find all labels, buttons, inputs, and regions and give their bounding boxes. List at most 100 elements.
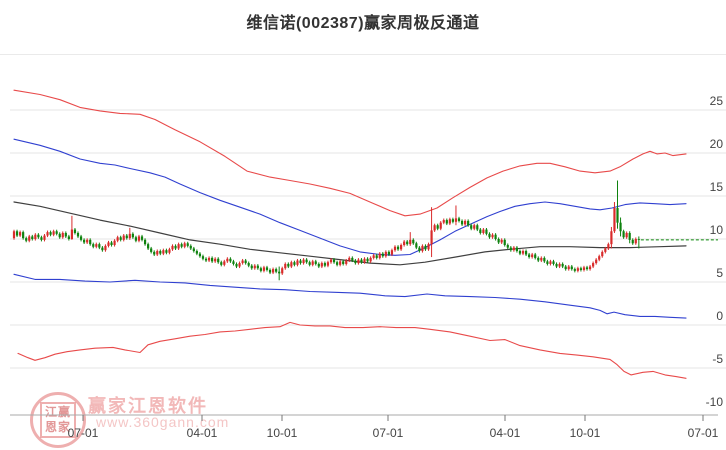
candle-body — [476, 225, 479, 230]
candle-body — [171, 245, 174, 250]
mid-black-line — [13, 201, 687, 266]
candle-body — [576, 268, 579, 271]
candle-body — [40, 237, 43, 240]
candle-body — [354, 260, 357, 264]
candle-body — [335, 262, 339, 265]
candle-body — [256, 265, 259, 269]
candle-body — [543, 257, 546, 262]
candle-body — [406, 241, 409, 245]
candle-body — [518, 251, 522, 254]
candle-body — [52, 231, 55, 235]
y-axis-tick-label: 0 — [716, 309, 723, 323]
candle-body — [150, 248, 153, 252]
candle-body — [567, 266, 570, 270]
candle-body — [509, 247, 512, 251]
candle-body — [31, 236, 34, 239]
candle-body — [67, 236, 70, 239]
candle-body — [570, 266, 573, 270]
candle-body — [393, 246, 397, 251]
candle-body — [43, 235, 46, 240]
candle-body — [491, 234, 494, 238]
candle-body — [607, 244, 610, 249]
lower-red-channel — [17, 321, 687, 379]
candle-body — [616, 208, 619, 223]
x-axis-tick-label: 07-01 — [68, 426, 99, 440]
candle-body — [235, 263, 238, 267]
y-axis-tick-label: 15 — [710, 180, 724, 194]
chart-title: 维信诺(002387)赢家周极反通道 — [246, 15, 480, 32]
candle-body — [460, 220, 464, 225]
candle-body — [564, 266, 567, 270]
candle-body — [598, 256, 601, 260]
candle-body — [110, 242, 113, 246]
candle-body — [76, 232, 80, 237]
candle-body — [418, 247, 421, 252]
candle-body — [83, 239, 86, 243]
candle-body — [64, 232, 67, 237]
candle-body — [515, 247, 519, 252]
candle-body — [470, 225, 473, 229]
candle-body — [281, 268, 284, 274]
candle-body — [15, 231, 19, 236]
candle-body — [357, 259, 360, 264]
candle-body — [104, 245, 107, 251]
candle-body — [534, 254, 537, 258]
candle-body — [634, 239, 637, 244]
candle-body — [628, 232, 631, 240]
candle-body — [55, 231, 58, 234]
candle-body — [214, 258, 217, 262]
candle-body — [390, 250, 394, 255]
candle-body — [147, 244, 150, 249]
candle-body — [381, 253, 384, 257]
candle-body — [433, 225, 436, 231]
candle-body — [339, 261, 342, 265]
candle-body — [424, 245, 427, 250]
candle-body — [113, 240, 116, 246]
candle-body — [467, 220, 470, 226]
watermark-brand: 赢家江恩软件 — [88, 396, 208, 416]
candle-body — [143, 239, 147, 245]
candle-body — [396, 246, 400, 250]
candle-body — [204, 258, 208, 261]
seal-row-bottom: 恩家 — [44, 420, 71, 434]
candle-body — [46, 232, 49, 236]
candles — [12, 180, 640, 281]
x-axis-tick-label: 10-01 — [267, 426, 298, 440]
candle-body — [619, 222, 622, 232]
candle-body — [265, 267, 269, 270]
candle-body — [12, 231, 16, 239]
candle-body — [70, 229, 74, 239]
candle-body — [366, 258, 369, 262]
candle-body — [229, 258, 232, 262]
candle-body — [369, 257, 372, 262]
candle-body — [58, 233, 61, 238]
upper-red-channel — [13, 89, 687, 217]
candle-body — [49, 232, 52, 235]
candle-body — [86, 239, 89, 243]
candle-body — [125, 235, 128, 239]
candle-body — [250, 265, 253, 269]
candle-body — [296, 260, 299, 265]
candle-body — [207, 257, 211, 261]
candle-body — [540, 257, 543, 261]
candle-body — [305, 259, 308, 263]
candle-body — [604, 248, 607, 252]
candle-body — [140, 236, 144, 240]
candle-body — [531, 254, 534, 258]
candle-body — [387, 251, 391, 255]
candle-body — [464, 220, 467, 225]
candle-body — [18, 232, 22, 236]
candle-body — [211, 257, 214, 262]
y-axis-tick-label: 25 — [710, 94, 724, 108]
candle-body — [403, 241, 406, 246]
candle-body — [73, 229, 77, 233]
price-channel-lines — [13, 89, 687, 379]
candle-body — [473, 225, 476, 229]
candle-body — [302, 259, 305, 264]
x-axis-tick-label: 10-01 — [570, 426, 601, 440]
candle-body — [284, 263, 287, 269]
candle-body — [226, 258, 229, 262]
candle-body — [482, 229, 485, 233]
